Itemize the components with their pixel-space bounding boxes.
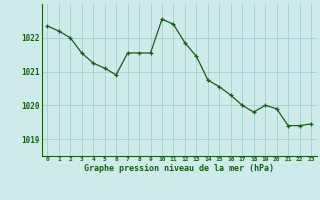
X-axis label: Graphe pression niveau de la mer (hPa): Graphe pression niveau de la mer (hPa) (84, 164, 274, 173)
